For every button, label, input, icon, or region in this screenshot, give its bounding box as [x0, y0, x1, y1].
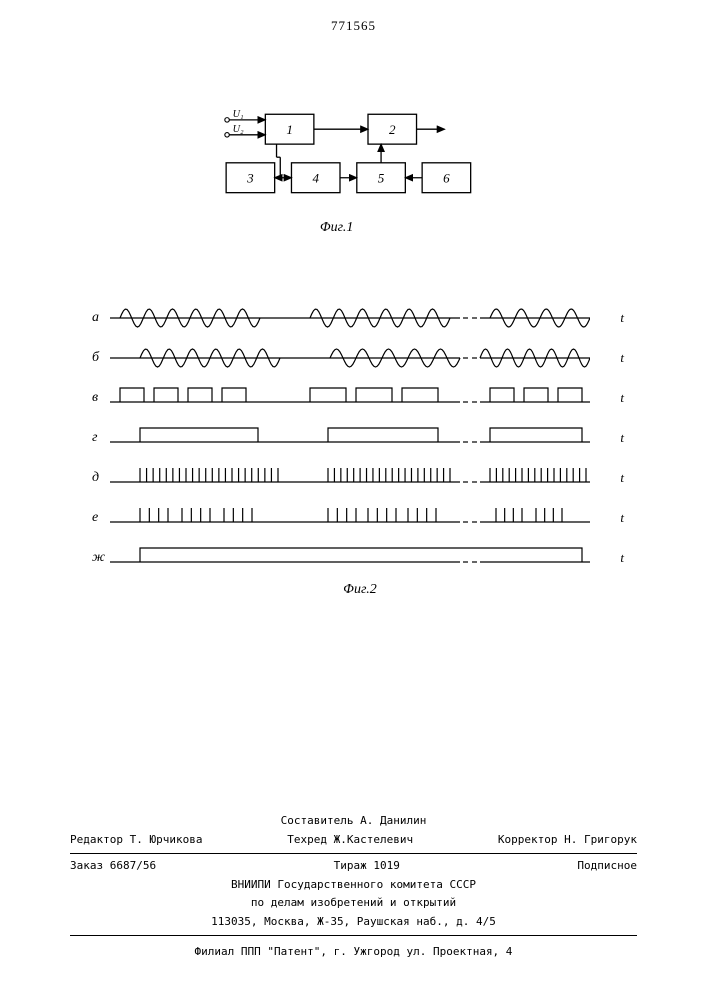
- sub-label: Подписное: [577, 859, 637, 874]
- page-number: 771565: [331, 18, 376, 34]
- waveform-row-g: гt: [110, 420, 610, 456]
- tirazh-no: 1019: [373, 859, 400, 872]
- svg-text:3: 3: [246, 170, 254, 185]
- waveform-label: е: [92, 510, 98, 526]
- svg-text:U₁: U₁: [233, 109, 244, 120]
- press-line: Филиал ППП "Патент", г. Ужгород ул. Прое…: [70, 939, 637, 960]
- axis-label: t: [620, 350, 624, 366]
- order-label: Заказ: [70, 859, 103, 872]
- tirazh-label: Тираж: [334, 859, 367, 872]
- techred-name: Ж.Кастелевич: [334, 833, 413, 846]
- figure-2-label: Φиг.2: [110, 582, 610, 598]
- waveform-row-d: дt: [110, 460, 610, 496]
- svg-text:4: 4: [312, 170, 319, 185]
- svg-text:1: 1: [286, 122, 293, 137]
- addr-line: 113035, Москва, Ж-35, Раушская наб., д. …: [70, 913, 637, 932]
- svg-text:5: 5: [378, 170, 385, 185]
- techred-label: Техред: [287, 833, 327, 846]
- axis-label: t: [620, 390, 624, 406]
- waveform-row-e: еt: [110, 500, 610, 536]
- corrector-label: Корректор: [498, 833, 558, 846]
- figure-1-label: Φиг.1: [320, 220, 353, 236]
- axis-label: t: [620, 310, 624, 326]
- waveform-row-v: вt: [110, 380, 610, 416]
- waveform-row-a: аt: [110, 300, 610, 336]
- org-line-2: по делам изобретений и открытий: [70, 894, 637, 913]
- compiler-label: Составитель: [281, 814, 354, 827]
- corrector-name: Н. Григорук: [564, 833, 637, 846]
- divider: [70, 853, 637, 854]
- figure-1-diagram: 1 2 3 4 5 6 U₁ U₂: [200, 90, 480, 230]
- axis-label: t: [620, 470, 624, 486]
- waveform-row-b: бt: [110, 340, 610, 376]
- svg-text:U₂: U₂: [233, 124, 244, 135]
- axis-label: t: [620, 510, 624, 526]
- waveform-label: б: [92, 350, 99, 366]
- waveform-label: а: [92, 310, 99, 326]
- editor-name: Т. Юрчикова: [130, 833, 203, 846]
- editor-label: Редактор: [70, 833, 123, 846]
- waveform-label: в: [92, 390, 98, 406]
- order-no: 6687/56: [110, 859, 156, 872]
- waveform-label: ж: [92, 550, 105, 566]
- divider: [70, 935, 637, 936]
- org-line-1: ВНИИПИ Государственного комитета СССР: [70, 876, 637, 895]
- publication-footer: Составитель А. Данилин Редактор Т. Юрчик…: [70, 812, 637, 960]
- svg-text:6: 6: [443, 170, 450, 185]
- compiler-name: А. Данилин: [360, 814, 426, 827]
- waveform-label: г: [92, 430, 97, 446]
- waveform-label: д: [92, 470, 99, 486]
- waveform-row-zh: жt: [110, 540, 610, 576]
- figure-2-waveforms: аt бt вt гt дt еt жt Φиг.2: [110, 300, 610, 598]
- svg-text:2: 2: [389, 122, 396, 137]
- axis-label: t: [620, 430, 624, 446]
- axis-label: t: [620, 550, 624, 566]
